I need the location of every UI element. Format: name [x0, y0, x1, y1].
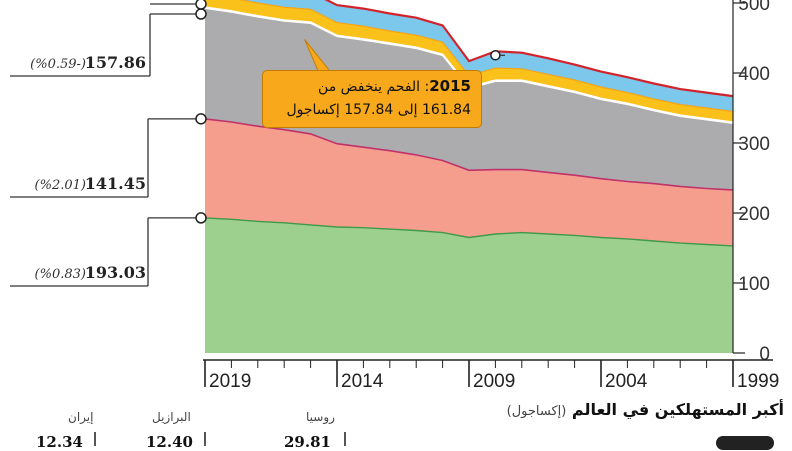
- area-series-2: [205, 118, 733, 246]
- country-tick-russia: [344, 432, 346, 446]
- annotation-dot-top: [195, 0, 207, 10]
- y-tick-label: 200: [738, 204, 770, 225]
- y-tick-label: 100: [738, 274, 770, 295]
- x-tick-label: 2014: [341, 371, 384, 392]
- boundary-line-1: [205, 217, 733, 247]
- country-tick-iran: [94, 432, 96, 446]
- area-series-4: [205, 0, 733, 124]
- country-value-iran: 12.34: [36, 433, 83, 451]
- callout-line1: الفحم ينخفض من: [318, 79, 421, 95]
- coal-callout: 2015: الفحم ينخفض من 161.84 إلى 157.84 إ…: [262, 70, 482, 128]
- area-series-5: [241, 0, 733, 112]
- area-series-1: [205, 217, 733, 353]
- annotation-value: 141.45: [85, 174, 146, 193]
- y-tick-label: 300: [738, 134, 770, 155]
- callout-year: 2015: [429, 77, 471, 95]
- country-tick-brazil: [204, 432, 206, 446]
- footer-title-text: أكبر المستهلكين في العالم: [571, 400, 784, 419]
- country-value-brazil: 12.40: [146, 433, 193, 451]
- annotation-value: 157.86: [85, 53, 146, 72]
- stacked-areas: [205, 0, 733, 353]
- value-annotations: 157.86(%0.59-) 141.45(%2.01) 193.03(%0.83): [10, 0, 505, 287]
- footer-title: أكبر المستهلكين في العالم (إكساجول): [507, 400, 784, 419]
- x-tick-label: 1999: [737, 371, 779, 392]
- callout-dot: [490, 50, 501, 61]
- y-tick-label: 500: [738, 0, 770, 15]
- annotation-pct: (%0.59-): [30, 57, 86, 72]
- x-tick-label: 2004: [605, 371, 648, 392]
- axes: 0 100 200 300 400 500 2019 2014 2009 2004 1999: [203, 0, 779, 392]
- x-tick-label: 2009: [473, 371, 515, 392]
- annotation-dot: [195, 113, 207, 125]
- country-value-russia: 29.81: [284, 433, 331, 451]
- footer-legend-pill: [716, 436, 774, 450]
- callout-line2: 161.84 إلى 157.84 إكساجول: [286, 102, 471, 118]
- x-tick-label: 2019: [209, 371, 251, 392]
- y-tick-label: 400: [738, 64, 770, 85]
- annotation-dot: [195, 8, 207, 20]
- annotation-value: 193.03: [85, 263, 146, 282]
- annotation-pct: (%2.01): [35, 178, 86, 193]
- y-tick-label: 0: [759, 344, 770, 365]
- boundary-line-2: [205, 118, 733, 191]
- boundary-line-5: [324, 0, 733, 98]
- country-name-brazil: البرازيل: [152, 410, 191, 424]
- country-name-russia: روسيا: [306, 410, 335, 424]
- annotation-dot: [195, 212, 207, 224]
- annotation-pct: (%0.83): [35, 267, 86, 282]
- country-name-iran: إيران: [68, 410, 94, 424]
- footer-unit: (إكساجول): [506, 404, 567, 419]
